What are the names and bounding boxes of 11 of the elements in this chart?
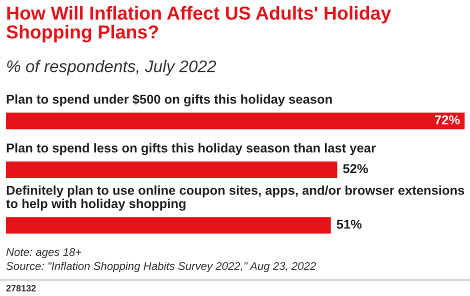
text: Note: ages 18+: [6, 248, 82, 258]
data-label: 72%: [435, 115, 460, 124]
chart-subtitle: % of respondents, July 2022: [7, 60, 216, 76]
y-tick-label: Plan to spend under $500 on gifts this holiday season: [6, 94, 332, 106]
text: 278132: [6, 285, 36, 292]
data-label: 51%: [336, 220, 362, 229]
chart-title: How Will Inflation Affect US Adults' Holiday Shopping Plans?: [6, 6, 392, 42]
data-label: 52%: [343, 164, 368, 174]
source-note: Source: "Inflation Shopping Habits Survey 2022," Aug 23, 2022: [6, 262, 316, 272]
y-tick-label: Plan to spend less on gifts this holiday season than last year: [6, 143, 376, 156]
y-tick-label: Definitely plan to use online coupon sites, apps, and/or browser extensions to help with holiday shopping: [6, 185, 464, 211]
